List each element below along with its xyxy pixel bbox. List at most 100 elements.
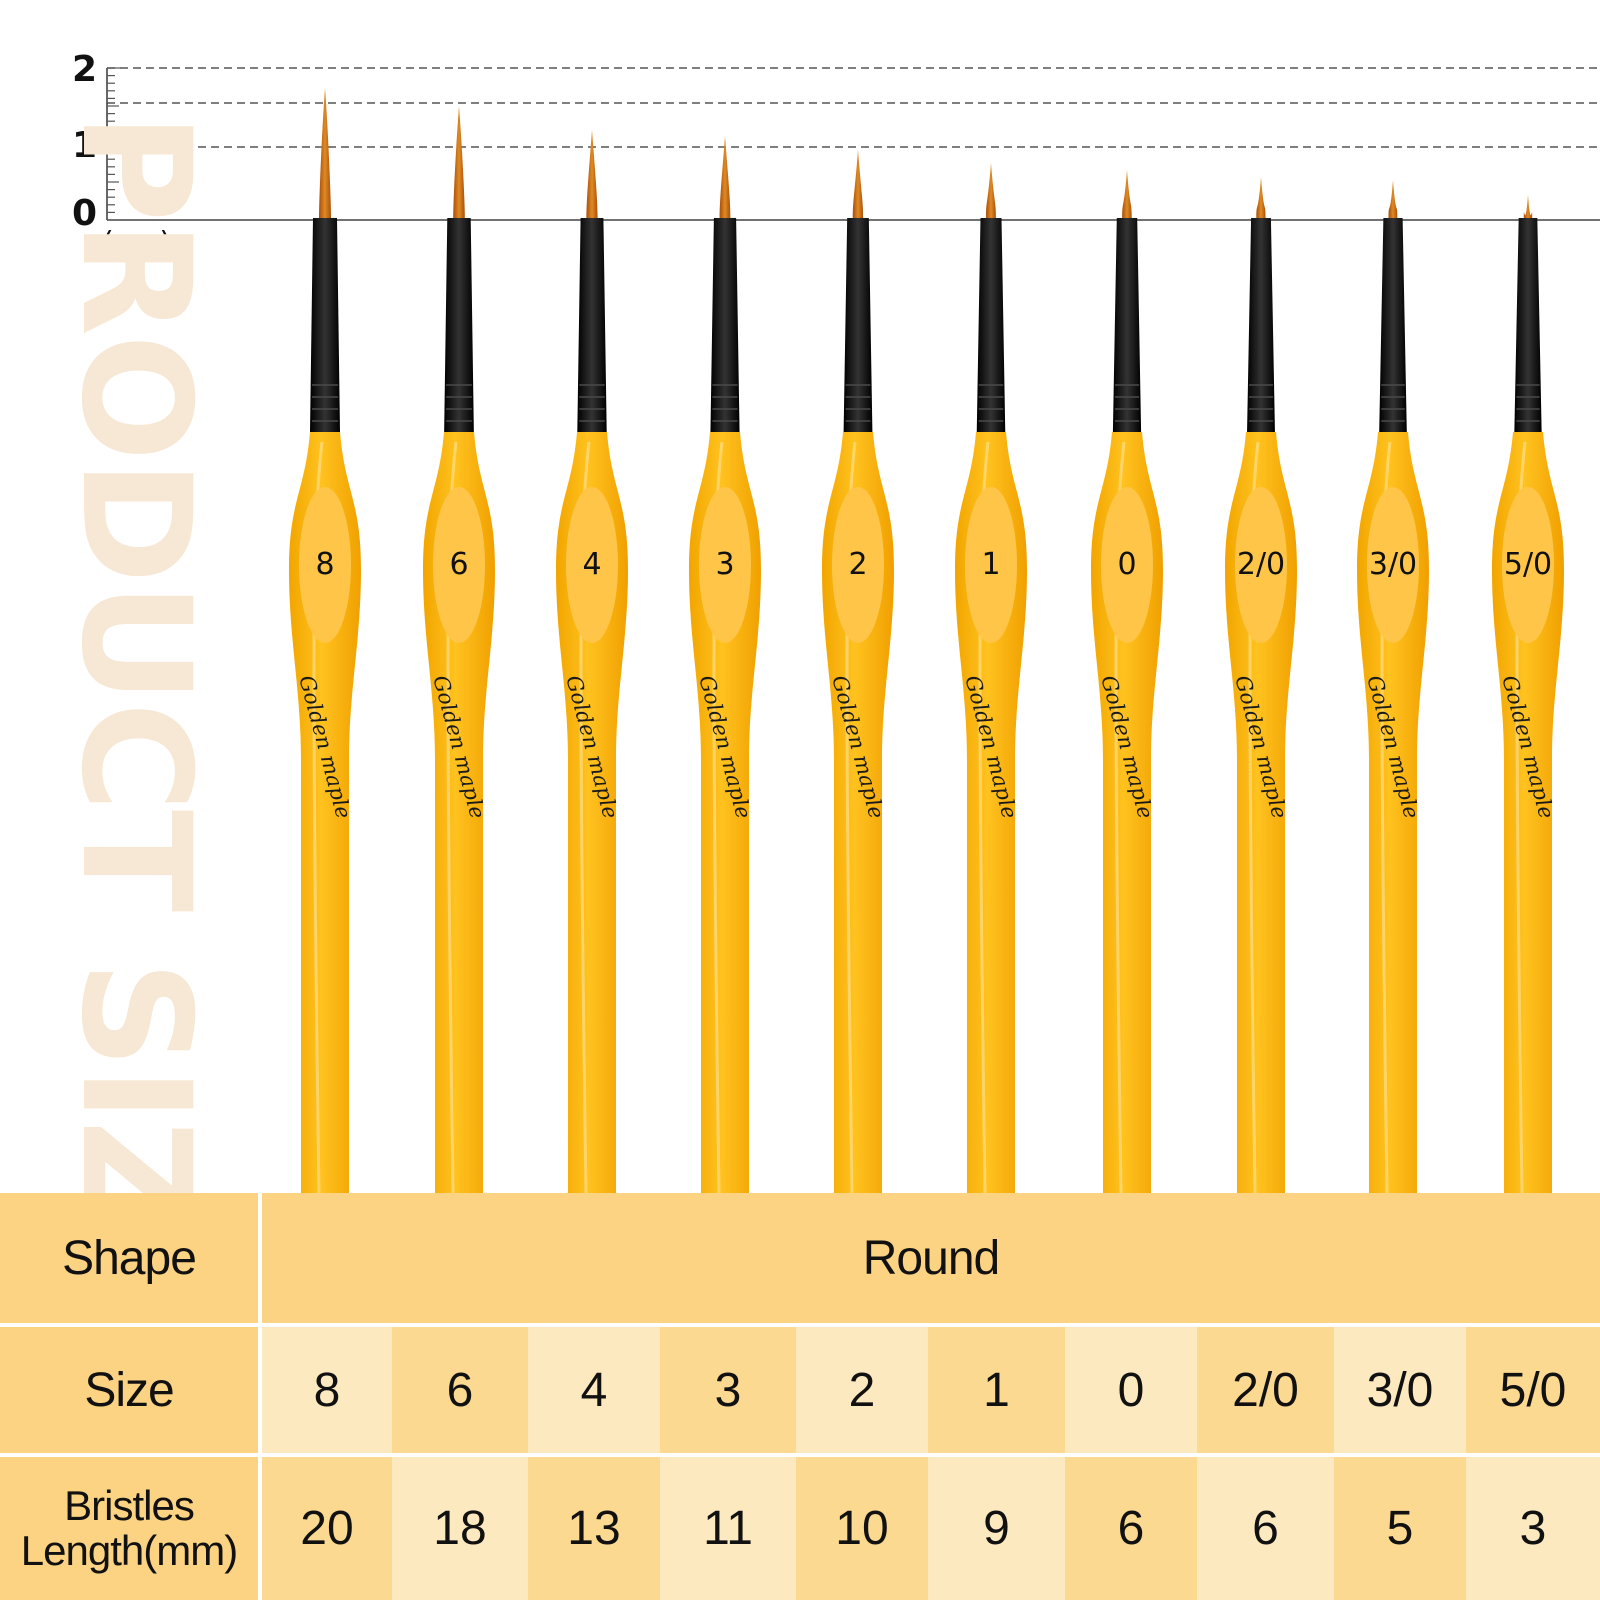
size-cell: 3: [660, 1327, 796, 1453]
handle-highlight: [1380, 441, 1392, 1193]
brush-handle: [289, 432, 361, 1193]
brush-size-label: 0: [1117, 547, 1137, 582]
ruler-unit: (cm): [102, 226, 172, 261]
handle-highlight: [978, 441, 990, 1193]
brush-2-0: [1225, 177, 1297, 1193]
bristle-tip: [986, 163, 996, 218]
brush-handle: [955, 432, 1027, 1193]
size-cell: 2/0: [1197, 1327, 1334, 1453]
ferrule: [710, 218, 740, 432]
bristle-tip: [1388, 180, 1398, 218]
handle-highlight: [845, 441, 857, 1193]
ferrule: [577, 218, 607, 432]
brush-size-label: 2: [848, 547, 868, 582]
length-cell: 13: [528, 1457, 660, 1600]
handle-highlight: [712, 441, 724, 1193]
ferrule: [310, 218, 340, 432]
length-cell: 6: [1065, 1457, 1197, 1600]
brush-size-label: 8: [315, 547, 335, 582]
size-cell: 5/0: [1466, 1327, 1600, 1453]
bristles-length-header: Bristles Length(mm): [0, 1457, 258, 1600]
ruler-tick-1: 1: [72, 125, 98, 166]
size-cell: 8: [262, 1327, 392, 1453]
bristle-tip: [1523, 195, 1533, 218]
size-label-oval: [299, 487, 351, 643]
size-cell: 4: [528, 1327, 660, 1453]
brush-handle: [1225, 432, 1297, 1193]
brush-size-label: 2/0: [1236, 547, 1286, 582]
shape-header: Shape: [0, 1193, 258, 1323]
brush-handle: [1357, 432, 1429, 1193]
brush-2: [822, 150, 894, 1193]
size-cell: 3/0: [1334, 1327, 1466, 1453]
size-label-oval: [566, 487, 618, 643]
ruler-tick-0: 0: [72, 193, 98, 234]
ferrule: [1112, 218, 1142, 432]
handle-highlight: [1114, 441, 1126, 1193]
length-cell: 6: [1197, 1457, 1334, 1600]
length-cell: 20: [262, 1457, 392, 1600]
length-cell: 10: [796, 1457, 928, 1600]
size-label-oval: [832, 487, 884, 643]
brush-size-label: 6: [449, 547, 469, 582]
brush-3-0: [1357, 180, 1429, 1193]
bristle-tip: [1122, 170, 1132, 218]
size-label-oval: [433, 487, 485, 643]
length-cell: 11: [660, 1457, 796, 1600]
brush-5-0: [1492, 195, 1564, 1193]
brush-6: [423, 106, 495, 1193]
ferrule: [1514, 218, 1542, 432]
brushes: [289, 88, 1564, 1193]
size-label-oval: [965, 487, 1017, 643]
brush-handle: [1492, 432, 1564, 1193]
bristle-tip: [319, 88, 331, 218]
brush-handle: [423, 432, 495, 1193]
size-cell: 2: [796, 1327, 928, 1453]
brush-size-label: 3/0: [1368, 547, 1418, 582]
bristle-tip: [1256, 177, 1266, 218]
brush-size-label: 3: [715, 547, 735, 582]
ferrule: [843, 218, 873, 432]
brush-size-label: 4: [582, 547, 602, 582]
bristle-tip: [586, 130, 598, 218]
brush-handle: [556, 432, 628, 1193]
length-cell: 3: [1466, 1457, 1600, 1600]
length-cell: 9: [928, 1457, 1065, 1600]
ferrule: [1247, 218, 1275, 432]
brush-0: [1091, 170, 1163, 1193]
size-cell: 0: [1065, 1327, 1197, 1453]
handle-highlight: [1515, 441, 1527, 1193]
size-cell: 1: [928, 1327, 1065, 1453]
size-label-oval: [1502, 487, 1554, 643]
size-header: Size: [0, 1327, 258, 1453]
brush-size-label: 1: [981, 547, 1001, 582]
size-label-oval: [1235, 487, 1287, 643]
brush-3: [689, 136, 761, 1193]
size-label-oval: [1367, 487, 1419, 643]
brush-8: [289, 88, 361, 1193]
brush-handle: [1091, 432, 1163, 1193]
length-cell: 18: [392, 1457, 528, 1600]
shape-value: Round: [262, 1193, 1600, 1323]
handle-highlight: [446, 441, 458, 1193]
ferrule: [976, 218, 1006, 432]
bristle-tip: [852, 150, 864, 218]
size-label-oval: [1101, 487, 1153, 643]
brush-1: [955, 163, 1027, 1193]
handle-highlight: [579, 441, 591, 1193]
size-label-oval: [699, 487, 751, 643]
brush-handle: [689, 432, 761, 1193]
handle-highlight: [312, 441, 324, 1193]
bristle-tip: [719, 136, 731, 218]
length-cell: 5: [1334, 1457, 1466, 1600]
bristle-tip: [453, 106, 465, 218]
size-cell: 6: [392, 1327, 528, 1453]
ruler-tick-2: 2: [72, 49, 98, 90]
ferrule: [444, 218, 474, 432]
brush-size-label: 5/0: [1503, 547, 1553, 582]
brush-4: [556, 130, 628, 1193]
ferrule: [1379, 218, 1407, 432]
brush-handle: [822, 432, 894, 1193]
handle-highlight: [1248, 441, 1260, 1193]
